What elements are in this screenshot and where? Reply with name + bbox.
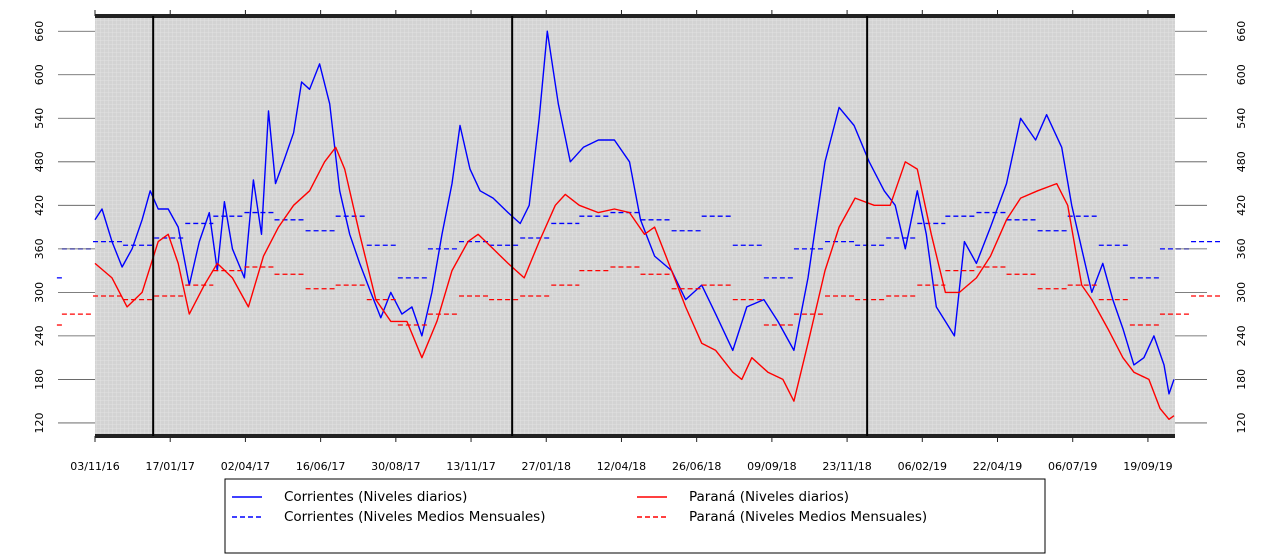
y-tick-label: 180 bbox=[33, 369, 46, 390]
x-tick-label: 26/06/18 bbox=[672, 460, 721, 473]
legend-label: Corrientes (Niveles diarios) bbox=[284, 489, 467, 505]
y-tick-label: 120 bbox=[33, 412, 46, 433]
y-tick-label: 660 bbox=[33, 21, 46, 42]
x-tick-label: 02/04/17 bbox=[221, 460, 270, 473]
y-tick-label: 240 bbox=[33, 325, 46, 346]
y2-tick-label: 300 bbox=[1235, 282, 1248, 303]
series-line bbox=[94, 146, 1175, 420]
legend-label: Paraná (Niveles diarios) bbox=[689, 489, 849, 505]
y2-tick-label: 420 bbox=[1235, 195, 1248, 216]
y-tick-label: 300 bbox=[33, 282, 46, 303]
x-tick-label: 27/01/18 bbox=[522, 460, 571, 473]
y2-tick-label: 120 bbox=[1235, 412, 1248, 433]
y-tick-label: 600 bbox=[33, 64, 46, 85]
marks bbox=[56, 30, 1220, 420]
y-tick-label: 420 bbox=[33, 195, 46, 216]
y-tick-label: 540 bbox=[33, 108, 46, 129]
x-tick-label: 22/04/19 bbox=[973, 460, 1022, 473]
x-tick-label: 30/08/17 bbox=[371, 460, 420, 473]
x-tick-label: 19/09/19 bbox=[1123, 460, 1172, 473]
y2-tick-label: 540 bbox=[1235, 108, 1248, 129]
y2-tick-label: 600 bbox=[1235, 64, 1248, 85]
series-line bbox=[94, 30, 1175, 395]
x-tick-label: 17/01/17 bbox=[146, 460, 195, 473]
x-tick-label: 09/09/18 bbox=[747, 460, 796, 473]
x-tick-label: 06/02/19 bbox=[898, 460, 947, 473]
legend-label: Paraná (Niveles Medios Mensuales) bbox=[689, 509, 927, 525]
y2-tick-label: 660 bbox=[1235, 21, 1248, 42]
x-tick-label: 23/11/18 bbox=[822, 460, 871, 473]
y2-tick-label: 480 bbox=[1235, 151, 1248, 172]
y2-tick-label: 180 bbox=[1235, 369, 1248, 390]
y2-tick-label: 360 bbox=[1235, 238, 1248, 259]
y-tick-label: 480 bbox=[33, 151, 46, 172]
x-tick-label: 03/11/16 bbox=[70, 460, 119, 473]
legend bbox=[224, 478, 1046, 554]
x-tick-label: 06/07/19 bbox=[1048, 460, 1097, 473]
legend-label: Corrientes (Niveles Medios Mensuales) bbox=[284, 509, 545, 525]
y2-tick-label: 240 bbox=[1235, 325, 1248, 346]
x-tick-label: 16/06/17 bbox=[296, 460, 345, 473]
plot-area bbox=[95, 16, 1175, 436]
x-tick-label: 12/04/18 bbox=[597, 460, 646, 473]
x-tick-label: 13/11/17 bbox=[446, 460, 495, 473]
y-tick-label: 360 bbox=[33, 238, 46, 259]
